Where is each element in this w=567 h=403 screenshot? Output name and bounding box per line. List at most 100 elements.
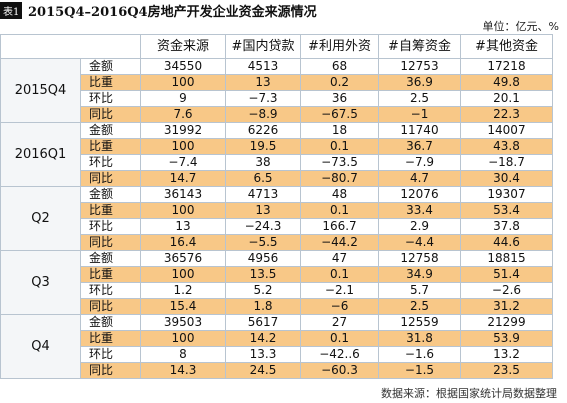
value-cell: 0.2 xyxy=(300,74,379,91)
row-label: 比重 xyxy=(80,138,141,155)
value-cell: 0.1 xyxy=(300,266,379,283)
table-row: 比重 100 14.2 0.1 31.8 53.9 xyxy=(1,330,553,347)
value-cell: 13 xyxy=(140,218,226,235)
value-cell: 68 xyxy=(300,58,379,75)
row-label: 金额 xyxy=(80,58,141,75)
value-cell: −1.6 xyxy=(378,346,461,363)
value-cell: 2.5 xyxy=(378,90,461,107)
value-cell: −1.5 xyxy=(378,362,461,379)
value-cell: 2.5 xyxy=(378,298,461,315)
value-cell: 13.2 xyxy=(460,346,553,363)
table-row: 比重 100 19.5 0.1 36.7 43.8 xyxy=(1,138,553,155)
corner-cell xyxy=(0,34,141,59)
value-cell: 4956 xyxy=(225,250,301,267)
value-cell: 0.1 xyxy=(300,330,379,347)
value-cell: 47 xyxy=(300,250,379,267)
value-cell: −67.5 xyxy=(300,106,379,123)
row-label: 金额 xyxy=(80,186,141,203)
value-cell: 13.3 xyxy=(225,346,301,363)
row-label: 金额 xyxy=(80,314,141,331)
value-cell: 6226 xyxy=(225,122,301,139)
table-row: 2016Q1 金额 31992 6226 18 11740 14007 xyxy=(0,122,553,187)
value-cell: 8 xyxy=(140,346,226,363)
column-header: 资金来源 xyxy=(140,34,226,59)
value-cell: 14.7 xyxy=(140,170,226,187)
value-cell: 12758 xyxy=(378,250,461,267)
table-row: 同比 7.6 −8.9 −67.5 −1 22.3 xyxy=(1,106,553,123)
value-cell: 5.7 xyxy=(378,282,461,299)
value-cell: 39503 xyxy=(140,314,226,331)
value-cell: −1 xyxy=(378,106,461,123)
value-cell: 13 xyxy=(225,74,301,91)
row-label: 同比 xyxy=(80,106,141,123)
row-label: 比重 xyxy=(80,202,141,219)
value-cell: 2.9 xyxy=(378,218,461,235)
row-label: 金额 xyxy=(80,122,141,139)
value-cell: 5617 xyxy=(225,314,301,331)
value-cell: 15.4 xyxy=(140,298,226,315)
row-label: 金额 xyxy=(80,250,141,267)
value-cell: 100 xyxy=(140,202,226,219)
value-cell: 14.3 xyxy=(140,362,226,379)
value-cell: −8.9 xyxy=(225,106,301,123)
period-cell: 2016Q1 xyxy=(0,122,81,187)
source-note: 数据来源：根据国家统计局数据整理 xyxy=(381,387,557,400)
period-cell: Q2 xyxy=(0,186,81,251)
row-label: 环比 xyxy=(80,282,141,299)
value-cell: 100 xyxy=(140,266,226,283)
value-cell: −6 xyxy=(300,298,379,315)
data-table: 资金来源 #国内贷款 #利用外资 #自筹资金 #其他资金 2015Q4 金额 34550 45… xyxy=(0,34,553,379)
value-cell: 31992 xyxy=(140,122,226,139)
row-label: 环比 xyxy=(80,218,141,235)
value-cell: 53.4 xyxy=(460,202,553,219)
value-cell: 33.4 xyxy=(378,202,461,219)
value-cell: 6.5 xyxy=(225,170,301,187)
value-cell: 36.7 xyxy=(378,138,461,155)
value-cell: −7.4 xyxy=(140,154,226,171)
column-header: #国内贷款 xyxy=(225,34,301,59)
value-cell: 20.1 xyxy=(460,90,553,107)
value-cell: 30.4 xyxy=(460,170,553,187)
value-cell: 7.6 xyxy=(140,106,226,123)
value-cell: 36 xyxy=(300,90,379,107)
table-title: 2015Q4–2016Q4房地产开发企业资金来源情况 xyxy=(28,5,317,20)
value-cell: 19307 xyxy=(460,186,553,203)
value-cell: −24.3 xyxy=(225,218,301,235)
value-cell: 14007 xyxy=(460,122,553,139)
value-cell: 17218 xyxy=(460,58,553,75)
value-cell: 4513 xyxy=(225,58,301,75)
value-cell: −2.6 xyxy=(460,282,553,299)
value-cell: 9 xyxy=(140,90,226,107)
row-label: 同比 xyxy=(80,234,141,251)
value-cell: 51.4 xyxy=(460,266,553,283)
row-label: 环比 xyxy=(80,90,141,107)
value-cell: −7.9 xyxy=(378,154,461,171)
row-label: 同比 xyxy=(80,170,141,187)
row-label: 同比 xyxy=(80,298,141,315)
row-label: 比重 xyxy=(80,330,141,347)
period-cell: 2015Q4 xyxy=(0,58,81,123)
value-cell: 1.8 xyxy=(225,298,301,315)
table-row: 环比 8 13.3 −42..6 −1.6 13.2 xyxy=(1,346,553,363)
value-cell: 13.5 xyxy=(225,266,301,283)
value-cell: 19.5 xyxy=(225,138,301,155)
value-cell: 27 xyxy=(300,314,379,331)
table-row: 比重 100 13 0.2 36.9 49.8 xyxy=(1,74,553,91)
table-row: 比重 100 13 0.1 33.4 53.4 xyxy=(1,202,553,219)
value-cell: 166.7 xyxy=(300,218,379,235)
table-row: 环比 9 −7.3 36 2.5 20.1 xyxy=(1,90,553,107)
table-row: 同比 14.7 6.5 −80.7 4.7 30.4 xyxy=(1,170,553,187)
value-cell: 12076 xyxy=(378,186,461,203)
value-cell: 22.3 xyxy=(460,106,553,123)
value-cell: 11740 xyxy=(378,122,461,139)
value-cell: 53.9 xyxy=(460,330,553,347)
value-cell: 12559 xyxy=(378,314,461,331)
table-row: Q4 金额 39503 5617 27 12559 21299 xyxy=(0,314,553,379)
table-row: Q3 金额 36576 4956 47 12758 18815 xyxy=(0,250,553,315)
value-cell: 0.1 xyxy=(300,202,379,219)
value-cell: −4.4 xyxy=(378,234,461,251)
row-label: 同比 xyxy=(80,362,141,379)
value-cell: 31.2 xyxy=(460,298,553,315)
header-row: 资金来源 #国内贷款 #利用外资 #自筹资金 #其他资金 xyxy=(0,34,553,59)
